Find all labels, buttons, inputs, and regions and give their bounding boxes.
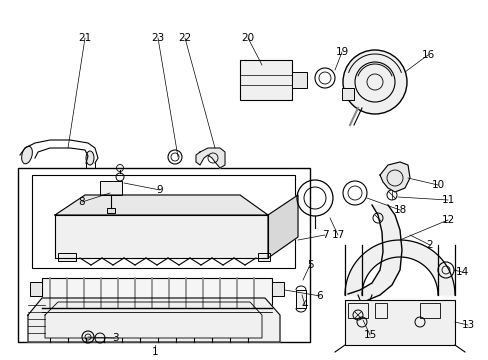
Text: 19: 19 <box>335 47 348 57</box>
Text: 9: 9 <box>156 185 163 195</box>
Ellipse shape <box>86 151 94 165</box>
Text: 18: 18 <box>392 205 406 215</box>
Text: 20: 20 <box>241 33 254 43</box>
Bar <box>107 208 115 213</box>
Bar <box>58 253 76 261</box>
Text: 10: 10 <box>430 180 444 190</box>
Text: 2: 2 <box>426 240 432 250</box>
Text: 21: 21 <box>78 33 91 43</box>
Text: 11: 11 <box>441 195 454 205</box>
Text: 12: 12 <box>441 215 454 225</box>
Ellipse shape <box>21 146 32 164</box>
Bar <box>419 303 439 318</box>
Polygon shape <box>379 162 409 192</box>
Text: 7: 7 <box>321 230 327 240</box>
Circle shape <box>342 50 406 114</box>
Bar <box>240 60 291 100</box>
Text: 17: 17 <box>331 230 344 240</box>
Text: 5: 5 <box>306 260 313 270</box>
Bar <box>291 72 306 88</box>
Text: 16: 16 <box>421 50 434 60</box>
Text: 22: 22 <box>178 33 191 43</box>
Text: 8: 8 <box>79 197 85 207</box>
Bar <box>258 253 269 261</box>
Bar <box>32 175 294 268</box>
Polygon shape <box>55 215 267 258</box>
Bar <box>100 181 122 195</box>
Polygon shape <box>267 195 297 258</box>
Polygon shape <box>345 240 454 295</box>
Bar <box>347 303 367 318</box>
Text: 14: 14 <box>454 267 468 277</box>
Bar <box>30 282 42 296</box>
Bar <box>42 278 271 308</box>
Bar <box>295 290 305 308</box>
Polygon shape <box>55 195 267 215</box>
Bar <box>18 168 309 342</box>
Bar <box>271 282 284 296</box>
Polygon shape <box>28 298 280 342</box>
Text: 3: 3 <box>111 333 118 343</box>
Bar <box>374 303 386 318</box>
Text: 13: 13 <box>461 320 474 330</box>
Bar <box>341 88 353 100</box>
Polygon shape <box>347 205 401 300</box>
Polygon shape <box>196 148 224 168</box>
Text: 4: 4 <box>301 300 307 310</box>
Text: 15: 15 <box>363 330 376 340</box>
Text: 1: 1 <box>151 347 158 357</box>
Text: 23: 23 <box>151 33 164 43</box>
Bar <box>345 300 454 345</box>
Text: 6: 6 <box>316 291 323 301</box>
